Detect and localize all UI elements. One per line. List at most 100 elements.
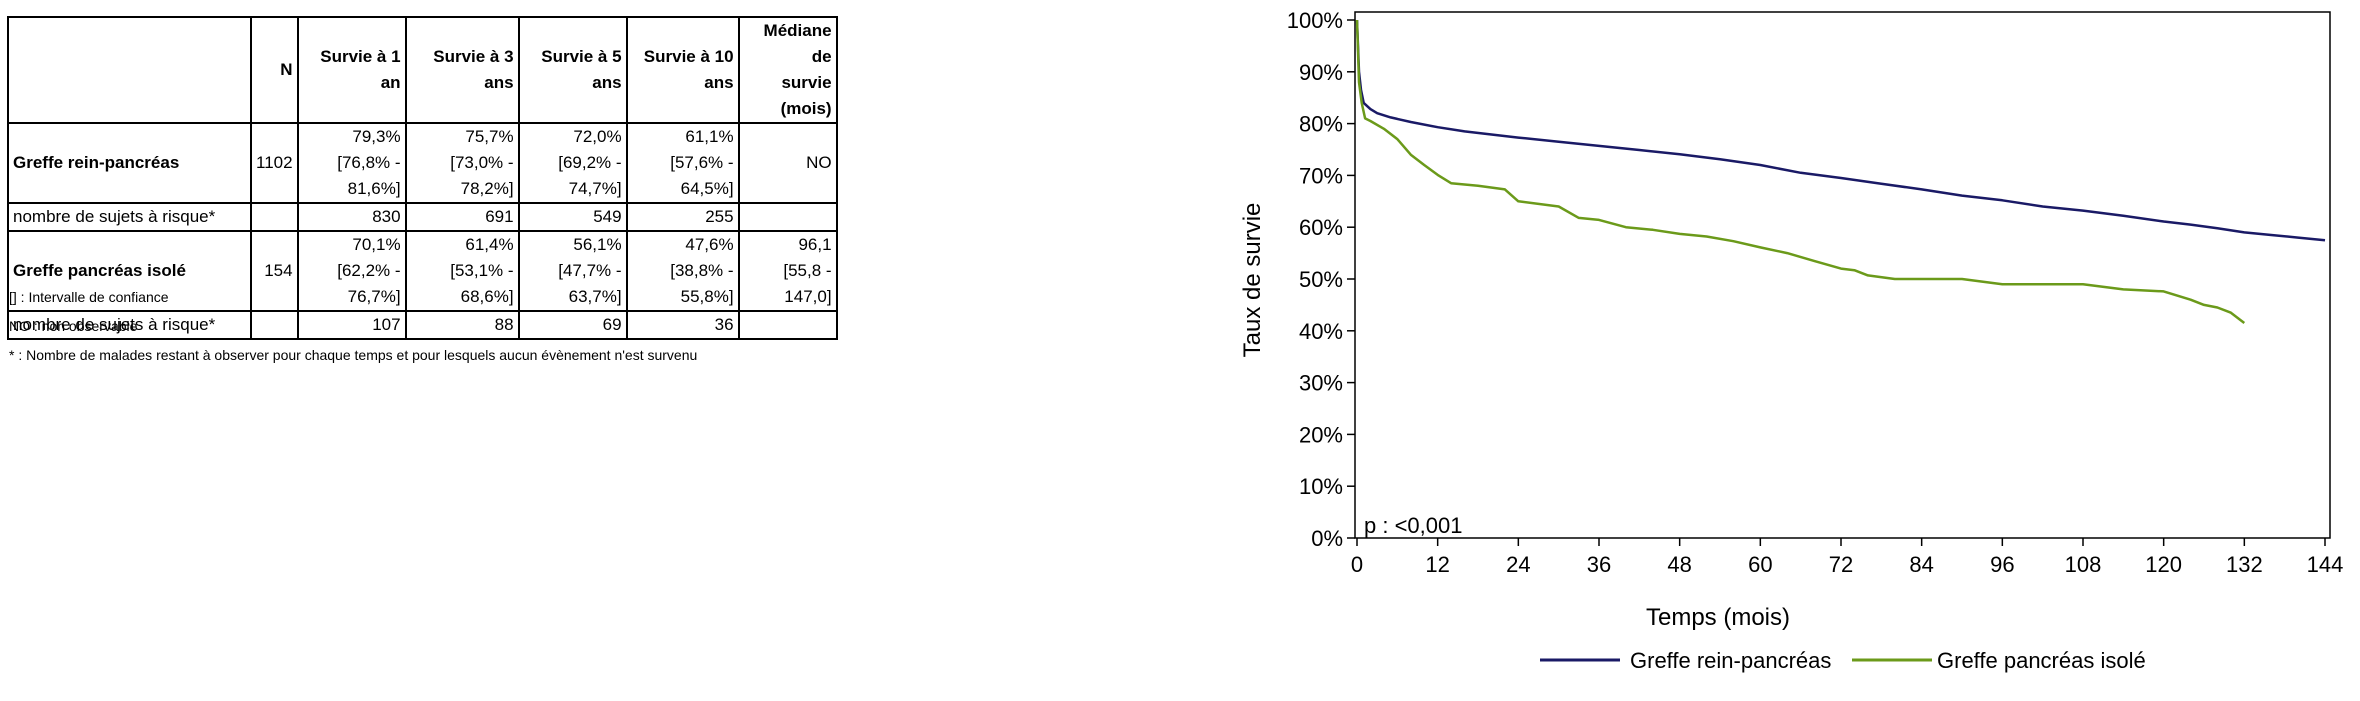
x-tick-label: 144 bbox=[2307, 552, 2344, 577]
value: 56,1% bbox=[573, 235, 622, 254]
legend-label: Greffe pancréas isolé bbox=[1937, 648, 2146, 673]
cell-median bbox=[737, 202, 838, 232]
survival-chart: 0% 10% 20% 30% 40% 50% 60% 70% 80% 90% 100% 0 12 24 36… bbox=[1239, 8, 2344, 673]
cell-s5: 69 bbox=[517, 310, 628, 340]
ci: [76,8% - 81,6%] bbox=[337, 153, 401, 198]
ci: [53,1% - 68,6%] bbox=[450, 261, 514, 306]
y-tick-label: 10% bbox=[1299, 474, 1343, 499]
x-tick-label: 120 bbox=[2145, 552, 2182, 577]
value: 72,0% bbox=[573, 127, 622, 146]
table-header-row: N Survie à 1 an Survie à 3 ans Survie à … bbox=[7, 16, 838, 124]
x-tick-label: 72 bbox=[1829, 552, 1853, 577]
cell-s10: 47,6% [38,8% - 55,8%] bbox=[625, 230, 740, 312]
note-ci: [] : Intervalle de confiance bbox=[9, 289, 169, 305]
cell-median: NO bbox=[737, 122, 838, 204]
x-axis-label: Temps (mois) bbox=[1646, 604, 1790, 631]
cell-s10: 61,1% [57,6% - 64,5%] bbox=[625, 122, 740, 204]
x-tick-label: 132 bbox=[2226, 552, 2263, 577]
y-tick-label: 40% bbox=[1299, 319, 1343, 344]
y-tick-label: 70% bbox=[1299, 163, 1343, 188]
row-n: 1102 bbox=[250, 122, 299, 204]
header-survie-1an: Survie à 1 an bbox=[296, 16, 407, 124]
cell-s3: 75,7% [73,0% - 78,2%] bbox=[404, 122, 520, 204]
cell-median bbox=[737, 310, 838, 340]
y-tick-label: 50% bbox=[1299, 267, 1343, 292]
value: 96,1 bbox=[798, 235, 832, 254]
row-n bbox=[250, 310, 299, 340]
cell-s10: 36 bbox=[625, 310, 740, 340]
row-n bbox=[250, 202, 299, 232]
header-survie-5ans: Survie à 5 ans bbox=[517, 16, 628, 124]
x-tick-label: 24 bbox=[1506, 552, 1530, 577]
cell-s1: 79,3% [76,8% - 81,6%] bbox=[296, 122, 407, 204]
ci: [69,2% - 74,7%] bbox=[558, 153, 622, 198]
y-tick-label: 90% bbox=[1299, 60, 1343, 85]
x-tick-label: 96 bbox=[1990, 552, 2014, 577]
cell-s1: 107 bbox=[296, 310, 407, 340]
y-tick-label: 100% bbox=[1287, 8, 1343, 33]
ci: [62,2% - 76,7%] bbox=[337, 261, 401, 306]
series-line-pancreas-isole bbox=[1355, 19, 2246, 324]
value: 47,6% bbox=[685, 235, 734, 254]
header-empty bbox=[7, 16, 252, 124]
y-tick-label: 30% bbox=[1299, 371, 1343, 396]
value: 61,1% bbox=[685, 127, 734, 146]
header-mediane-line1: Médiane de bbox=[763, 21, 832, 66]
x-tick-label: 12 bbox=[1425, 552, 1449, 577]
ci: [57,6% - 64,5%] bbox=[670, 153, 734, 198]
note-risk: * : Nombre de malades restant à observer… bbox=[9, 347, 698, 363]
header-mediane: Médiane de survie (mois) bbox=[737, 16, 838, 124]
ci: [73,0% - 78,2%] bbox=[450, 153, 514, 198]
value: 70,1% bbox=[352, 235, 401, 254]
x-tick-label: 108 bbox=[2065, 552, 2102, 577]
series-line-rein-pancreas bbox=[1355, 19, 2326, 242]
header-mediane-line2: survie (mois) bbox=[780, 73, 832, 118]
x-tick-label: 0 bbox=[1351, 552, 1363, 577]
x-tick-label: 36 bbox=[1587, 552, 1611, 577]
cell-s1: 70,1% [62,2% - 76,7%] bbox=[296, 230, 407, 312]
y-tick-label: 80% bbox=[1299, 112, 1343, 137]
value: 61,4% bbox=[465, 235, 514, 254]
survival-table: N Survie à 1 an Survie à 3 ans Survie à … bbox=[7, 16, 838, 340]
header-survie-3ans: Survie à 3 ans bbox=[404, 16, 520, 124]
note-no: NO : non observable bbox=[9, 318, 138, 334]
y-tick-label: 20% bbox=[1299, 422, 1343, 447]
cell-s1: 830 bbox=[296, 202, 407, 232]
row-n: 154 bbox=[250, 230, 299, 312]
ci: [38,8% - 55,8%] bbox=[670, 261, 734, 306]
value: 75,7% bbox=[465, 127, 514, 146]
table-row: Greffe pancréas isolé 154 70,1% [62,2% - … bbox=[7, 230, 838, 312]
cell-s3: 88 bbox=[404, 310, 520, 340]
table-row: nombre de sujets à risque* 107 88 69 36 bbox=[7, 310, 838, 340]
cell-s5: 56,1% [47,7% - 63,7%] bbox=[517, 230, 628, 312]
table-row: Greffe rein-pancréas 1102 79,3% [76,8% - … bbox=[7, 122, 838, 204]
cell-s3: 691 bbox=[404, 202, 520, 232]
chart-legend: Greffe rein-pancréas Greffe pancréas isol… bbox=[1540, 648, 2146, 673]
header-survie-10ans: Survie à 10 ans bbox=[625, 16, 740, 124]
x-tick-label: 84 bbox=[1909, 552, 1933, 577]
cell-s10: 255 bbox=[625, 202, 740, 232]
value: 79,3% bbox=[352, 127, 401, 146]
x-tick-label: 48 bbox=[1667, 552, 1691, 577]
row-label: Greffe pancréas isolé bbox=[7, 230, 252, 312]
row-label: Greffe rein-pancréas bbox=[7, 122, 252, 204]
chart-axes: 0% 10% 20% 30% 40% 50% 60% 70% 80% 90% 100% 0 12 24 36… bbox=[1287, 8, 2344, 577]
table-row: nombre de sujets à risque* 830 691 549 2… bbox=[7, 202, 838, 232]
p-value-annotation: p : <0,001 bbox=[1364, 513, 1462, 538]
cell-median: 96,1 [55,8 - 147,0] bbox=[737, 230, 838, 312]
row-label: nombre de sujets à risque* bbox=[7, 202, 252, 232]
x-tick-label: 60 bbox=[1748, 552, 1772, 577]
cell-s5: 549 bbox=[517, 202, 628, 232]
y-tick-label: 60% bbox=[1299, 215, 1343, 240]
legend-label: Greffe rein-pancréas bbox=[1630, 648, 1831, 673]
header-n: N bbox=[250, 16, 299, 124]
cell-s3: 61,4% [53,1% - 68,6%] bbox=[404, 230, 520, 312]
row-label: nombre de sujets à risque* bbox=[7, 310, 252, 340]
plot-frame bbox=[1354, 11, 2331, 539]
ci: [47,7% - 63,7%] bbox=[558, 261, 622, 306]
chart-series bbox=[1355, 19, 2326, 324]
y-tick-label: 0% bbox=[1311, 526, 1343, 551]
cell-s5: 72,0% [69,2% - 74,7%] bbox=[517, 122, 628, 204]
ci: [55,8 - 147,0] bbox=[783, 261, 832, 306]
y-axis-label: Taux de survie bbox=[1239, 203, 1266, 358]
